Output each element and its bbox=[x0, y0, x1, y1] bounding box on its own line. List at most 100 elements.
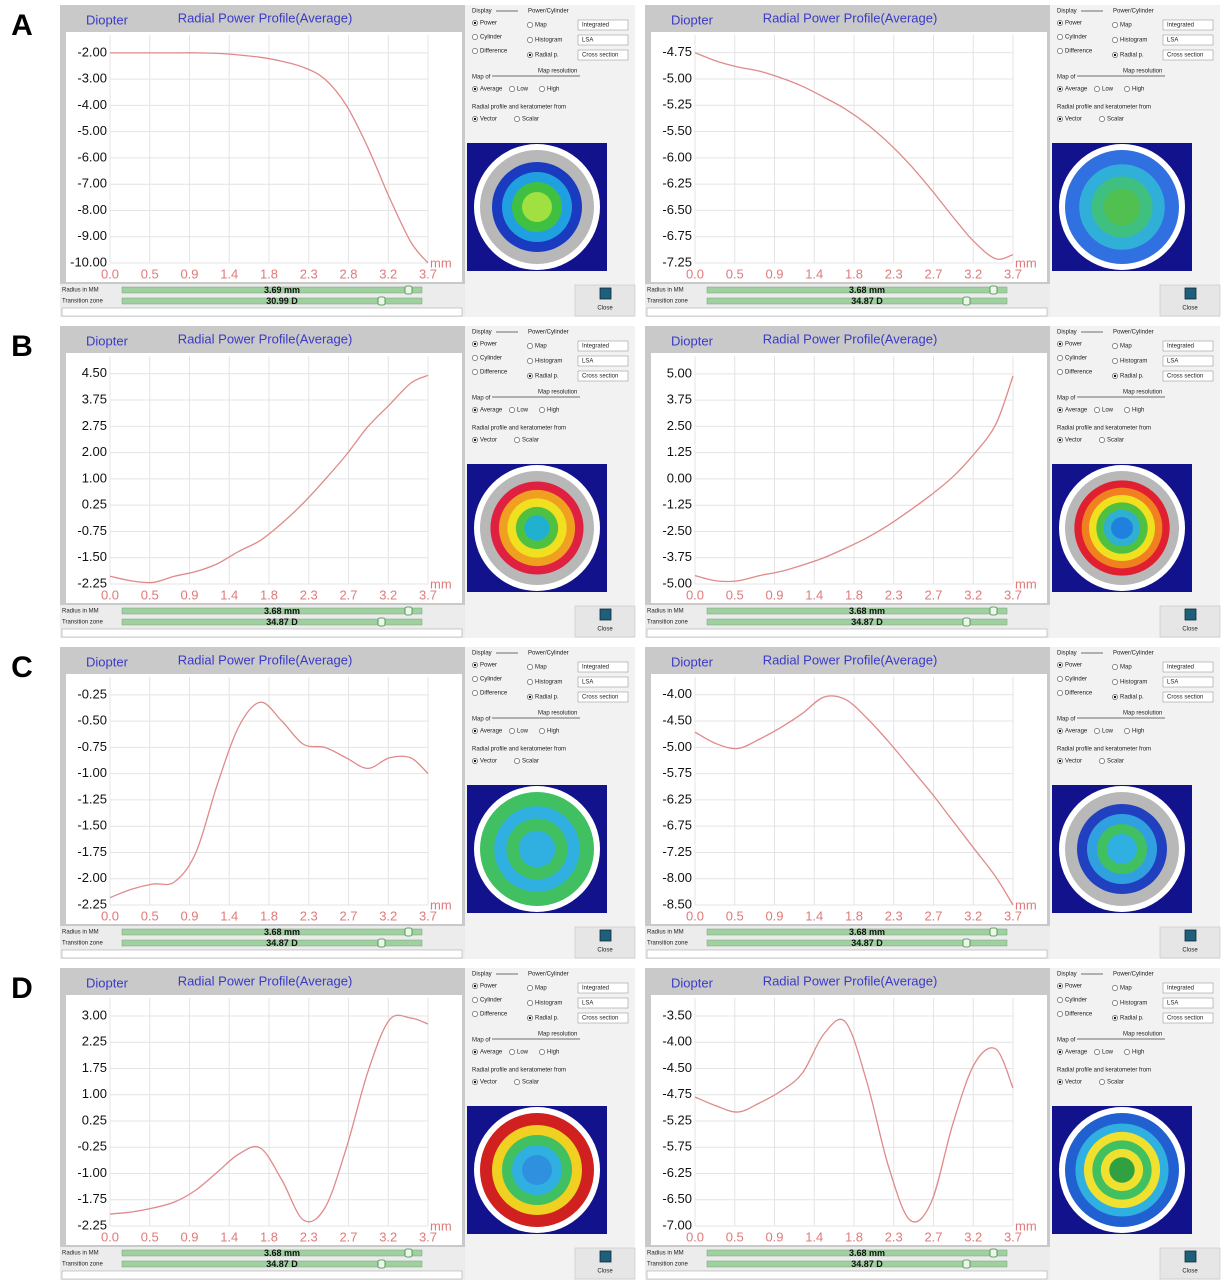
radio-button[interactable] bbox=[539, 728, 544, 733]
y-tick-label: -6.00 bbox=[662, 149, 692, 164]
option-label: Low bbox=[1102, 87, 1114, 93]
slider-knob[interactable] bbox=[963, 618, 970, 626]
close-label: Close bbox=[1182, 627, 1198, 633]
slider-knob[interactable] bbox=[963, 939, 970, 947]
radio-button[interactable] bbox=[527, 1000, 532, 1005]
radio-button[interactable] bbox=[1124, 407, 1129, 412]
radio-button[interactable] bbox=[472, 690, 477, 695]
group-label: Radial profile and keratometer from bbox=[472, 1068, 566, 1074]
slider-knob[interactable] bbox=[405, 607, 412, 615]
x-axis-label: mm bbox=[1015, 897, 1037, 912]
group-label: Map of bbox=[1057, 75, 1076, 81]
radio-button[interactable] bbox=[1099, 116, 1104, 121]
radio-button[interactable] bbox=[539, 407, 544, 412]
radio-button[interactable] bbox=[1057, 1011, 1062, 1016]
radio-button[interactable] bbox=[1112, 37, 1117, 42]
radio-button[interactable] bbox=[1099, 1079, 1104, 1084]
radio-button[interactable] bbox=[509, 407, 514, 412]
slider-knob[interactable] bbox=[963, 1260, 970, 1268]
radio-button[interactable] bbox=[472, 355, 477, 360]
radio-button[interactable] bbox=[472, 48, 477, 53]
radio-dot bbox=[1059, 22, 1061, 24]
radio-button[interactable] bbox=[1124, 86, 1129, 91]
radio-button[interactable] bbox=[509, 1049, 514, 1054]
radio-button[interactable] bbox=[1057, 690, 1062, 695]
x-tick-label: 0.9 bbox=[765, 266, 783, 281]
slider-knob[interactable] bbox=[405, 1249, 412, 1257]
radio-button[interactable] bbox=[1057, 369, 1062, 374]
radio-button[interactable] bbox=[514, 116, 519, 121]
x-tick-label: 2.7 bbox=[339, 908, 357, 923]
x-tick-label: 1.4 bbox=[220, 1229, 238, 1244]
radio-button[interactable] bbox=[539, 1049, 544, 1054]
slider-knob[interactable] bbox=[990, 928, 997, 936]
radio-dot bbox=[1059, 985, 1061, 987]
x-tick-label: 3.2 bbox=[964, 266, 982, 281]
radio-dot bbox=[474, 985, 476, 987]
radio-button[interactable] bbox=[1112, 22, 1117, 27]
radio-button[interactable] bbox=[539, 86, 544, 91]
radio-button[interactable] bbox=[472, 34, 477, 39]
radio-button[interactable] bbox=[514, 437, 519, 442]
radio-button[interactable] bbox=[527, 343, 532, 348]
radio-button[interactable] bbox=[1124, 1049, 1129, 1054]
radio-button[interactable] bbox=[527, 985, 532, 990]
radio-button[interactable] bbox=[1057, 676, 1062, 681]
radio-button[interactable] bbox=[1057, 34, 1062, 39]
radio-button[interactable] bbox=[527, 37, 532, 42]
radio-button[interactable] bbox=[527, 679, 532, 684]
radio-button[interactable] bbox=[472, 1011, 477, 1016]
radio-button[interactable] bbox=[1094, 86, 1099, 91]
slider-knob[interactable] bbox=[990, 286, 997, 294]
radio-button[interactable] bbox=[1112, 343, 1117, 348]
radio-button[interactable] bbox=[527, 358, 532, 363]
option-label: Difference bbox=[1065, 49, 1093, 55]
radio-button[interactable] bbox=[1099, 437, 1104, 442]
radio-button[interactable] bbox=[1112, 1000, 1117, 1005]
slider-knob[interactable] bbox=[990, 1249, 997, 1257]
slider-label: Transition zone bbox=[647, 1262, 688, 1268]
close-icon bbox=[600, 930, 611, 941]
radio-button[interactable] bbox=[527, 22, 532, 27]
option-label: Map bbox=[535, 23, 547, 29]
radio-button[interactable] bbox=[509, 86, 514, 91]
group-label: Map of bbox=[472, 717, 491, 723]
radio-button[interactable] bbox=[1099, 758, 1104, 763]
radio-button[interactable] bbox=[509, 728, 514, 733]
radio-button[interactable] bbox=[1094, 407, 1099, 412]
option-label: Cross section bbox=[1167, 53, 1203, 59]
slider-knob[interactable] bbox=[990, 607, 997, 615]
radio-button[interactable] bbox=[1112, 985, 1117, 990]
radio-button[interactable] bbox=[1124, 728, 1129, 733]
x-tick-label: 0.5 bbox=[141, 587, 159, 602]
radio-button[interactable] bbox=[514, 758, 519, 763]
close-label: Close bbox=[597, 1269, 613, 1275]
slider-knob[interactable] bbox=[405, 286, 412, 294]
x-axis-label: mm bbox=[1015, 576, 1037, 591]
radio-button[interactable] bbox=[1112, 664, 1117, 669]
radio-button[interactable] bbox=[1094, 1049, 1099, 1054]
radio-button[interactable] bbox=[472, 997, 477, 1002]
radio-button[interactable] bbox=[1057, 48, 1062, 53]
radius-value: 3.68 mm bbox=[849, 606, 885, 616]
y-tick-label: -0.75 bbox=[77, 739, 107, 754]
slider-knob[interactable] bbox=[405, 928, 412, 936]
slider-knob[interactable] bbox=[963, 297, 970, 305]
radio-button[interactable] bbox=[472, 676, 477, 681]
radio-button[interactable] bbox=[1112, 358, 1117, 363]
slider-knob[interactable] bbox=[378, 1260, 385, 1268]
option-label: Map bbox=[1120, 23, 1132, 29]
slider-knob[interactable] bbox=[378, 618, 385, 626]
radio-button[interactable] bbox=[1094, 728, 1099, 733]
radio-button[interactable] bbox=[1057, 997, 1062, 1002]
option-label: Low bbox=[1102, 1050, 1114, 1056]
radio-button[interactable] bbox=[514, 1079, 519, 1084]
radio-button[interactable] bbox=[1112, 679, 1117, 684]
y-tick-label: -7.25 bbox=[662, 844, 692, 859]
y-tick-label: 3.00 bbox=[82, 1007, 107, 1022]
slider-knob[interactable] bbox=[378, 297, 385, 305]
radio-button[interactable] bbox=[472, 369, 477, 374]
slider-knob[interactable] bbox=[378, 939, 385, 947]
radio-button[interactable] bbox=[1057, 355, 1062, 360]
radio-button[interactable] bbox=[527, 664, 532, 669]
